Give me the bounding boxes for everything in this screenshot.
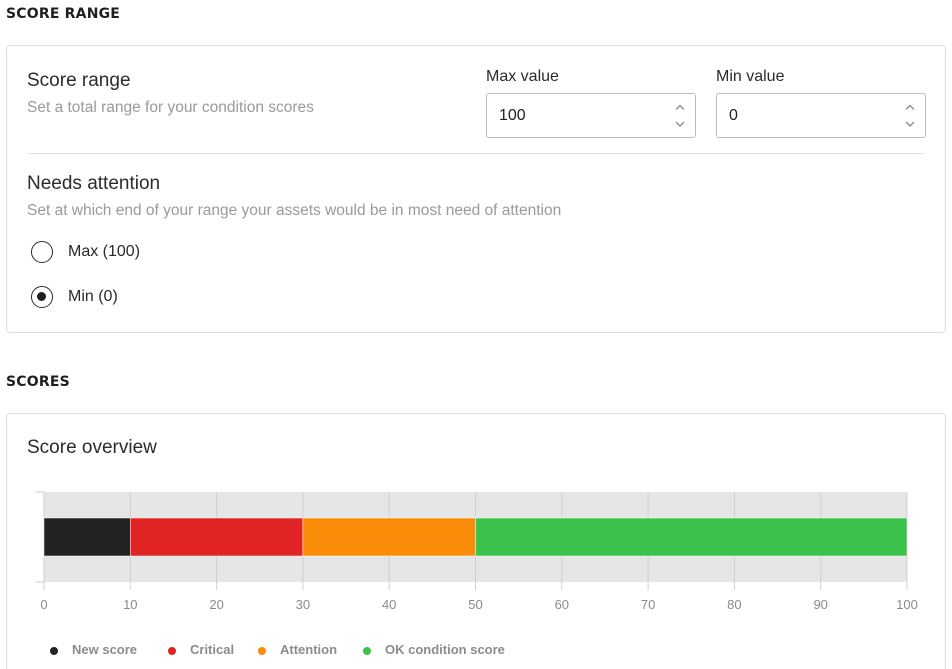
chart-x-tick-label: 70 xyxy=(641,597,655,612)
chart-bar-segment-2 xyxy=(302,517,476,557)
radio-button[interactable] xyxy=(31,286,53,308)
chart-x-tick-label: 30 xyxy=(296,597,310,612)
radio-label: Min (0) xyxy=(68,288,118,305)
min-value-input[interactable] xyxy=(729,105,889,127)
legend-label: OK condition score xyxy=(385,642,505,657)
chevron-down-icon[interactable] xyxy=(673,117,687,131)
legend-dot-icon xyxy=(258,647,266,655)
chart-x-tick-label: 20 xyxy=(209,597,223,612)
max-value-label: Max value xyxy=(486,68,559,85)
min-value-label: Min value xyxy=(716,68,785,85)
legend-dot-icon xyxy=(168,647,176,655)
legend-label: Attention xyxy=(280,642,338,657)
chevron-down-icon[interactable] xyxy=(903,117,917,131)
min-value-stepper[interactable] xyxy=(903,100,917,132)
radio-label: Max (100) xyxy=(68,243,141,260)
score-overview-card: Score overview 0 10 20 30 40 50 60 70 80 90 100 Ne… xyxy=(6,413,946,669)
score-overview-title: Score overview xyxy=(27,437,157,458)
max-value-input[interactable] xyxy=(499,105,659,127)
max-value-stepper[interactable] xyxy=(673,100,687,132)
radio-button[interactable] xyxy=(31,241,53,263)
score-range-subtitle: Set a total range for your condition sco… xyxy=(27,99,314,116)
chart-bar-segment-3 xyxy=(475,517,908,557)
chart-x-tick-label: 50 xyxy=(468,597,482,612)
chart-bar-segment-0 xyxy=(43,517,131,557)
radio-selected-dot xyxy=(37,292,46,301)
score-range-card: Score range Set a total range for your c… xyxy=(6,45,946,333)
score-range-title: Score range xyxy=(27,70,131,91)
chart-x-tick-label: 90 xyxy=(813,597,827,612)
chart-x-tick-label: 100 xyxy=(896,597,918,612)
chart-bar-segment-1 xyxy=(130,517,304,557)
section-heading-scores: SCORES xyxy=(6,374,70,390)
needs-attention-subtitle: Set at which end of your range your asse… xyxy=(27,202,562,219)
needs-attention-title: Needs attention xyxy=(27,173,161,194)
legend-label: Critical xyxy=(190,642,235,657)
chart-x-tick-label: 40 xyxy=(382,597,396,612)
legend-dot-icon xyxy=(50,647,58,655)
min-value-field[interactable] xyxy=(716,93,926,138)
legend-label: New score xyxy=(72,642,138,657)
chart-x-tick-label: 80 xyxy=(727,597,741,612)
chevron-up-icon[interactable] xyxy=(903,100,917,114)
chevron-up-icon[interactable] xyxy=(673,100,687,114)
section-heading-score-range: SCORE RANGE xyxy=(6,6,121,22)
legend-dot-icon xyxy=(363,647,371,655)
chart-x-tick-label: 0 xyxy=(40,597,47,612)
score-chart: 0 10 20 30 40 50 60 70 80 90 100 xyxy=(36,491,918,612)
chart-x-tick-label: 10 xyxy=(123,597,137,612)
divider xyxy=(27,153,925,154)
max-value-field[interactable] xyxy=(486,93,696,138)
chart-x-tick-label: 60 xyxy=(555,597,569,612)
